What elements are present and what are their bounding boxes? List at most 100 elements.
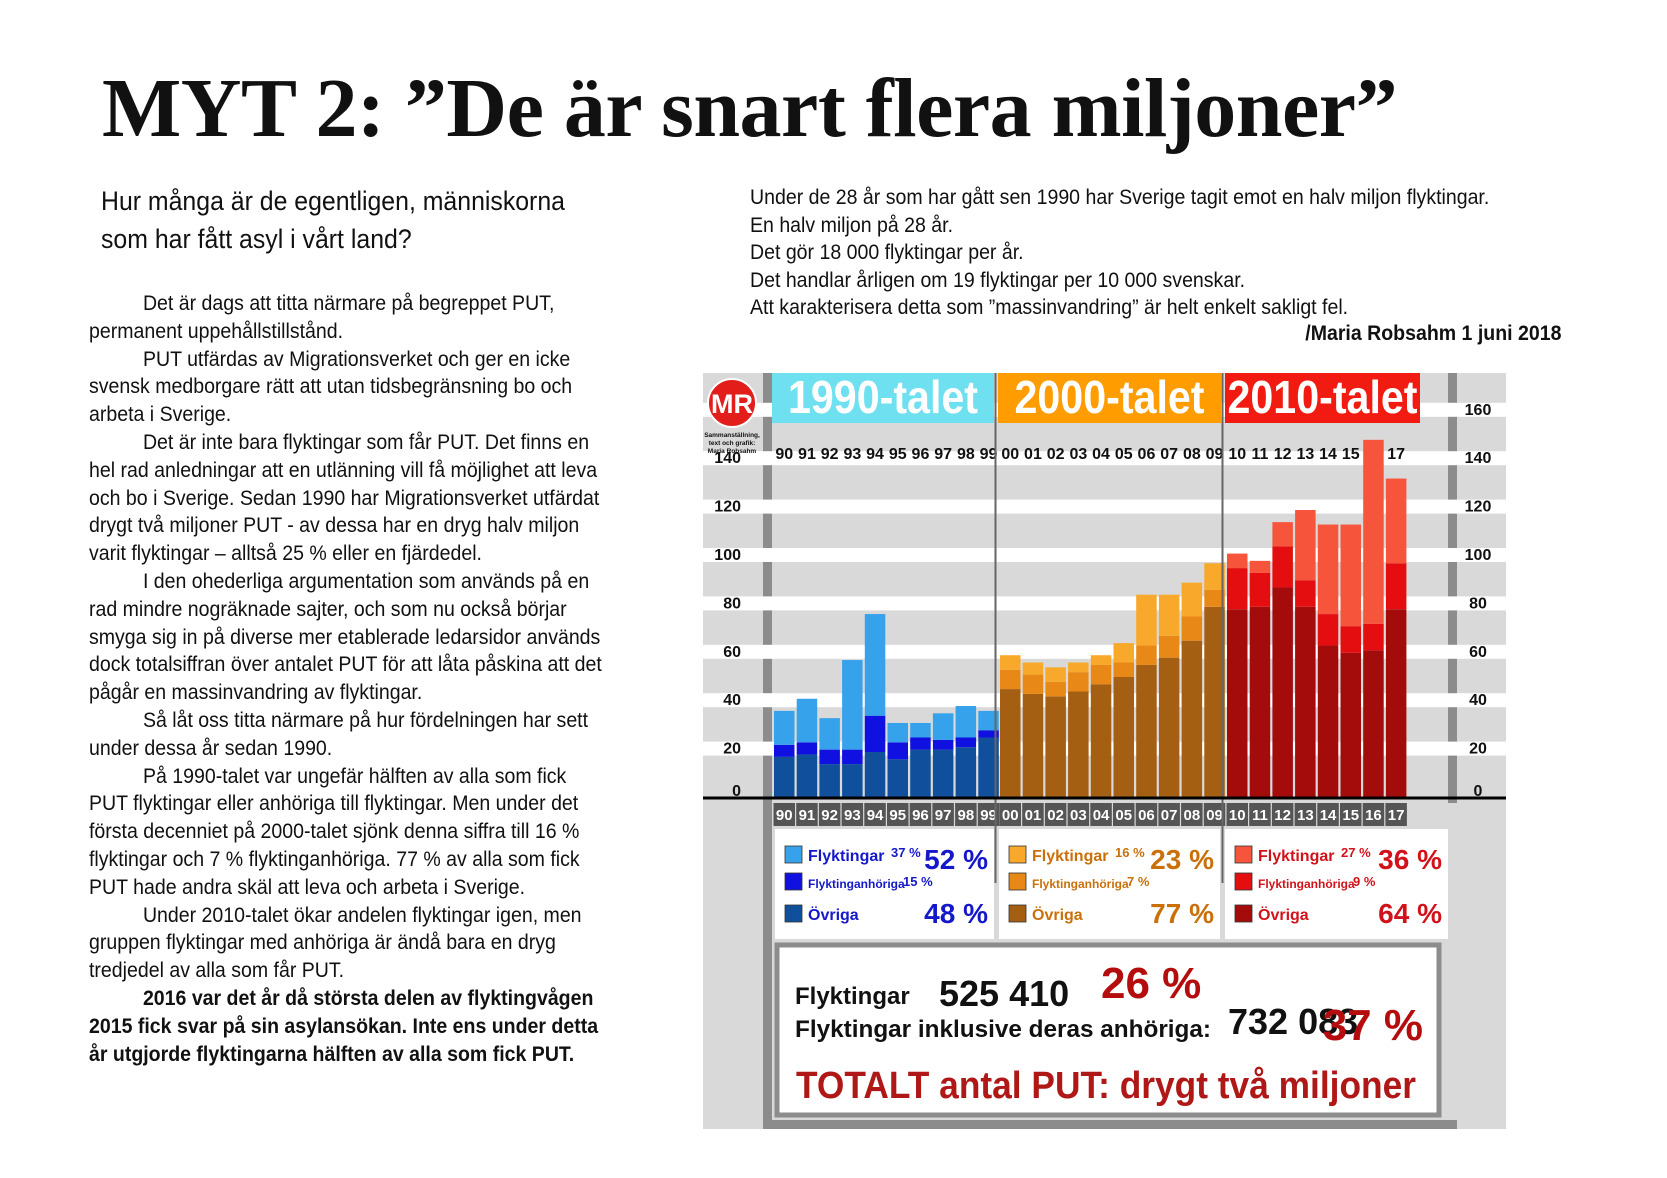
bar-segment	[1136, 594, 1157, 646]
year-label-bottom: 17	[1388, 807, 1405, 824]
bar-segment	[1045, 667, 1066, 682]
bar-segment	[842, 764, 863, 798]
bar-segment	[1045, 681, 1066, 697]
decade-header-d1990	[772, 373, 994, 423]
bar-segment	[1385, 478, 1407, 564]
legend-label: Flyktingar	[808, 848, 884, 865]
bar-segment	[864, 752, 886, 798]
year-label-bottom: 13	[1297, 807, 1314, 824]
legend-swatch	[784, 872, 803, 891]
bar-segment	[955, 747, 977, 798]
gridline	[703, 596, 1506, 611]
legend-swatch	[784, 904, 803, 923]
bar-segment	[1340, 652, 1361, 798]
totals-family-pct: 37 %	[1323, 1001, 1423, 1050]
bar-segment	[774, 744, 795, 757]
legend-pct: 27 %	[1341, 845, 1371, 860]
other-pct: 64 %	[1378, 898, 1442, 929]
y-tick-right: 20	[1469, 741, 1487, 758]
year-label-top: 94	[866, 446, 884, 463]
bar-segment	[1158, 594, 1180, 636]
year-tab	[1249, 803, 1271, 826]
article-paragraph: På 1990-talet var ungefär hälften av all…	[89, 764, 580, 899]
article-body: Det är dags att titta närmare på begrepp…	[89, 290, 610, 1068]
bar-segment	[1295, 510, 1316, 581]
bar-segment	[887, 742, 908, 760]
year-label-top: 12	[1274, 446, 1292, 463]
right-frame-bar	[1448, 373, 1457, 803]
summary-line: Under de 28 år som har gått sen 1990 har…	[750, 186, 1490, 209]
bar-segment	[819, 764, 840, 798]
bar-segment	[978, 710, 999, 731]
year-tab	[1090, 803, 1112, 826]
bar-segment	[1090, 655, 1112, 665]
bar-segment	[1181, 640, 1203, 798]
article-paragraph: Under 2010-talet ökar andelen flyktingar…	[89, 903, 582, 983]
bar-segment	[1022, 662, 1044, 675]
year-tab	[1203, 803, 1226, 826]
bar-segment	[1045, 696, 1066, 798]
year-label-top: 95	[889, 446, 907, 463]
bar-segment	[796, 742, 818, 755]
legend-pct: 9 %	[1353, 874, 1376, 889]
bar-segment	[1295, 606, 1316, 798]
year-label-top: 17	[1387, 446, 1405, 463]
bar-segment	[1272, 522, 1293, 547]
year-label-top: 02	[1047, 446, 1065, 463]
year-label-top: 97	[934, 446, 952, 463]
bar-segment	[910, 749, 931, 798]
legend-label: Övriga	[1032, 905, 1083, 924]
bar-segment	[932, 749, 954, 798]
year-label-top: 13	[1296, 446, 1314, 463]
other-pct: 77 %	[1150, 898, 1214, 929]
year-tab	[1294, 803, 1317, 826]
year-tab	[1158, 803, 1180, 826]
year-tab	[999, 803, 1021, 826]
year-label-bottom: 04	[1093, 807, 1110, 824]
year-label-bottom: 15	[1342, 807, 1359, 824]
year-label-bottom: 96	[912, 807, 929, 824]
year-label-top: 08	[1183, 446, 1201, 463]
bar-segment	[1158, 657, 1180, 798]
put-chart: 1990-talet 90 90 91 91 92 92 93 93 94 94 95 95 96 96 97…	[703, 373, 1506, 1129]
summary-text: Under de 28 år som har gått sen 1990 har…	[750, 184, 1550, 322]
year-tab	[1362, 803, 1385, 826]
year-tab	[864, 803, 886, 826]
bar-segment	[1272, 546, 1293, 588]
bar-segment	[1249, 560, 1271, 573]
legend-pct: 15 %	[903, 874, 933, 889]
bar-segment	[774, 710, 795, 745]
decade-title: 2000-talet	[1015, 373, 1205, 423]
year-label-bottom: 10	[1229, 807, 1246, 824]
article-paragraph: Så låt oss titta närmare på hur fördelni…	[89, 708, 589, 760]
year-label-top: 10	[1228, 446, 1246, 463]
year-tab	[932, 803, 954, 826]
logo-mark	[708, 379, 756, 427]
bar-segment	[1000, 669, 1021, 690]
bar-segment	[1068, 672, 1089, 692]
bar-segment	[1385, 563, 1407, 610]
summary-line: Att karakterisera detta som ”massinvandr…	[750, 296, 1349, 320]
bar-segment	[1363, 439, 1384, 624]
bar-segment	[978, 737, 999, 798]
gridline	[703, 499, 1506, 514]
bar-segment	[1158, 635, 1180, 658]
legend-label: Flyktinganhöriga	[1258, 877, 1355, 891]
bottom-frame-bar	[763, 1120, 1457, 1129]
year-label-bottom: 14	[1320, 807, 1337, 824]
year-tab	[841, 803, 864, 826]
bar-segment	[955, 737, 977, 748]
year-tab	[1271, 803, 1294, 826]
year-label-top: 98	[957, 446, 975, 463]
legend-swatch	[1234, 845, 1253, 864]
legend-pct: 37 %	[891, 845, 921, 860]
legend-label: Flyktinganhöriga	[808, 877, 905, 891]
year-label-bottom: 99	[980, 807, 997, 824]
bar-segment	[796, 698, 818, 743]
year-label-bottom: 97	[935, 807, 952, 824]
year-label-bottom: 00	[1002, 807, 1019, 824]
year-tab	[1181, 803, 1203, 826]
legend-swatch	[1008, 904, 1027, 923]
y-tick-right: 80	[1469, 595, 1487, 612]
year-tab	[887, 803, 909, 826]
